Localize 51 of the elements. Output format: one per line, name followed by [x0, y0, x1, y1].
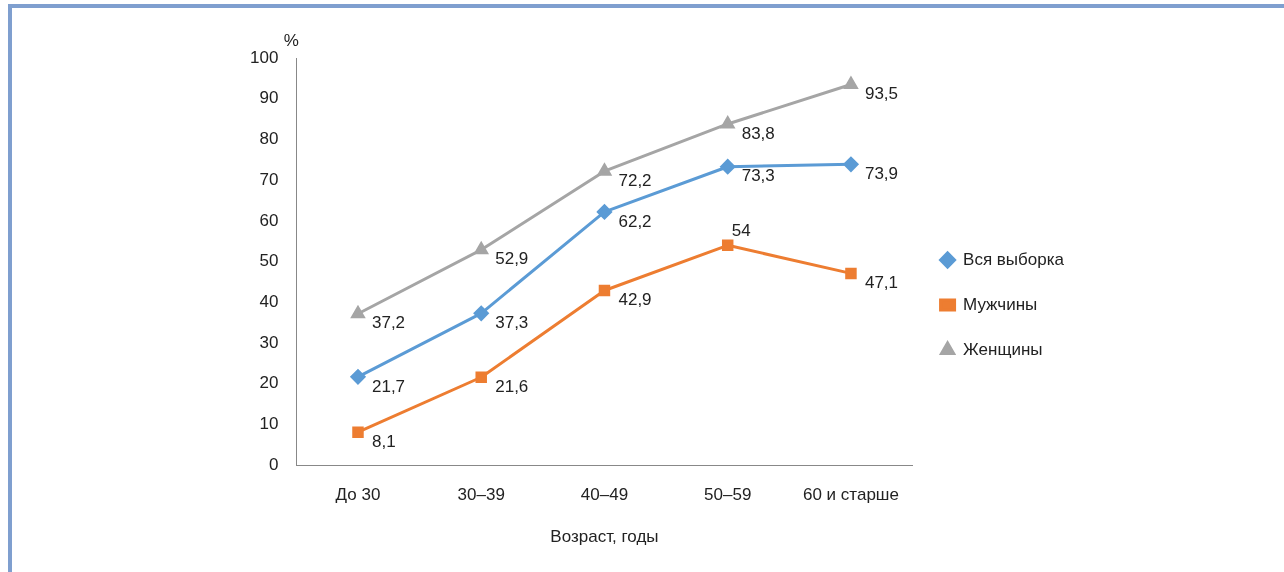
point: [597, 163, 612, 176]
legend-label: Вся выборка: [963, 249, 1065, 269]
point: [845, 267, 857, 280]
data-label: 73,3: [741, 166, 775, 186]
point: [352, 426, 364, 438]
y-tick-label: 100: [249, 47, 279, 67]
x-tick-label: 30–39: [457, 485, 505, 505]
data-label: 47,1: [864, 273, 899, 293]
y-tick-label: 90: [259, 88, 279, 108]
data-label: 83,8: [741, 123, 775, 143]
legend-label: Мужчины: [963, 294, 1038, 314]
point: [350, 369, 366, 385]
data-label: 54: [731, 221, 751, 240]
y-tick-label: 80: [259, 129, 279, 149]
point: [473, 305, 489, 321]
point: [844, 76, 858, 89]
data-label: 21,7: [371, 376, 406, 396]
data-label: 37,3: [495, 313, 529, 332]
data-label: 37,2: [371, 313, 406, 333]
data-label: 73,9: [864, 163, 899, 183]
x-axis-title: Возраст, годы: [550, 527, 659, 547]
y-axis-title: %: [283, 31, 299, 51]
x-tick-label: 60 и старше: [802, 485, 899, 505]
y-tick-label: 60: [259, 210, 279, 230]
point: [721, 239, 734, 252]
point: [351, 306, 365, 319]
y-tick-label: 30: [259, 332, 279, 352]
data-label: 8,1: [371, 431, 396, 451]
y-tick-label: 40: [259, 292, 279, 312]
data-label: 93,5: [864, 84, 899, 104]
x-tick-label: 50–59: [704, 485, 752, 505]
y-tick-label: 50: [259, 251, 279, 271]
data-label: 52,9: [495, 249, 529, 269]
data-label: 21,6: [495, 376, 529, 396]
data-label: 72,2: [618, 170, 652, 190]
point: [598, 284, 611, 297]
legend-label: Женщины: [963, 339, 1043, 359]
x-tick-label: 40–49: [580, 485, 629, 505]
y-tick-label: 20: [259, 373, 279, 393]
data-label: 42,9: [618, 290, 652, 310]
point: [596, 204, 612, 220]
point: [721, 116, 735, 129]
y-tick-label: 70: [259, 169, 279, 189]
data-label: 62,2: [618, 211, 652, 231]
x-tick-label: До 30: [335, 485, 381, 505]
y-tick-label: 0: [268, 454, 279, 474]
point: [843, 156, 859, 172]
point: [720, 159, 736, 175]
point: [474, 242, 488, 255]
point: [475, 371, 487, 383]
y-tick-label: 10: [259, 414, 279, 434]
